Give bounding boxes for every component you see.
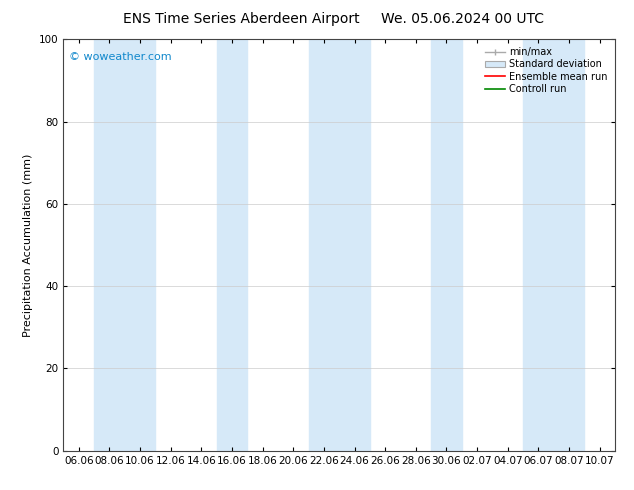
Y-axis label: Precipitation Accumulation (mm): Precipitation Accumulation (mm): [23, 153, 34, 337]
Legend: min/max, Standard deviation, Ensemble mean run, Controll run: min/max, Standard deviation, Ensemble me…: [482, 44, 610, 97]
Bar: [217, 39, 247, 451]
Bar: [523, 39, 585, 451]
Bar: [431, 39, 462, 451]
Bar: [309, 39, 370, 451]
Text: We. 05.06.2024 00 UTC: We. 05.06.2024 00 UTC: [381, 12, 545, 26]
Text: ENS Time Series Aberdeen Airport: ENS Time Series Aberdeen Airport: [122, 12, 359, 26]
Bar: [94, 39, 155, 451]
Text: © woweather.com: © woweather.com: [69, 51, 172, 62]
